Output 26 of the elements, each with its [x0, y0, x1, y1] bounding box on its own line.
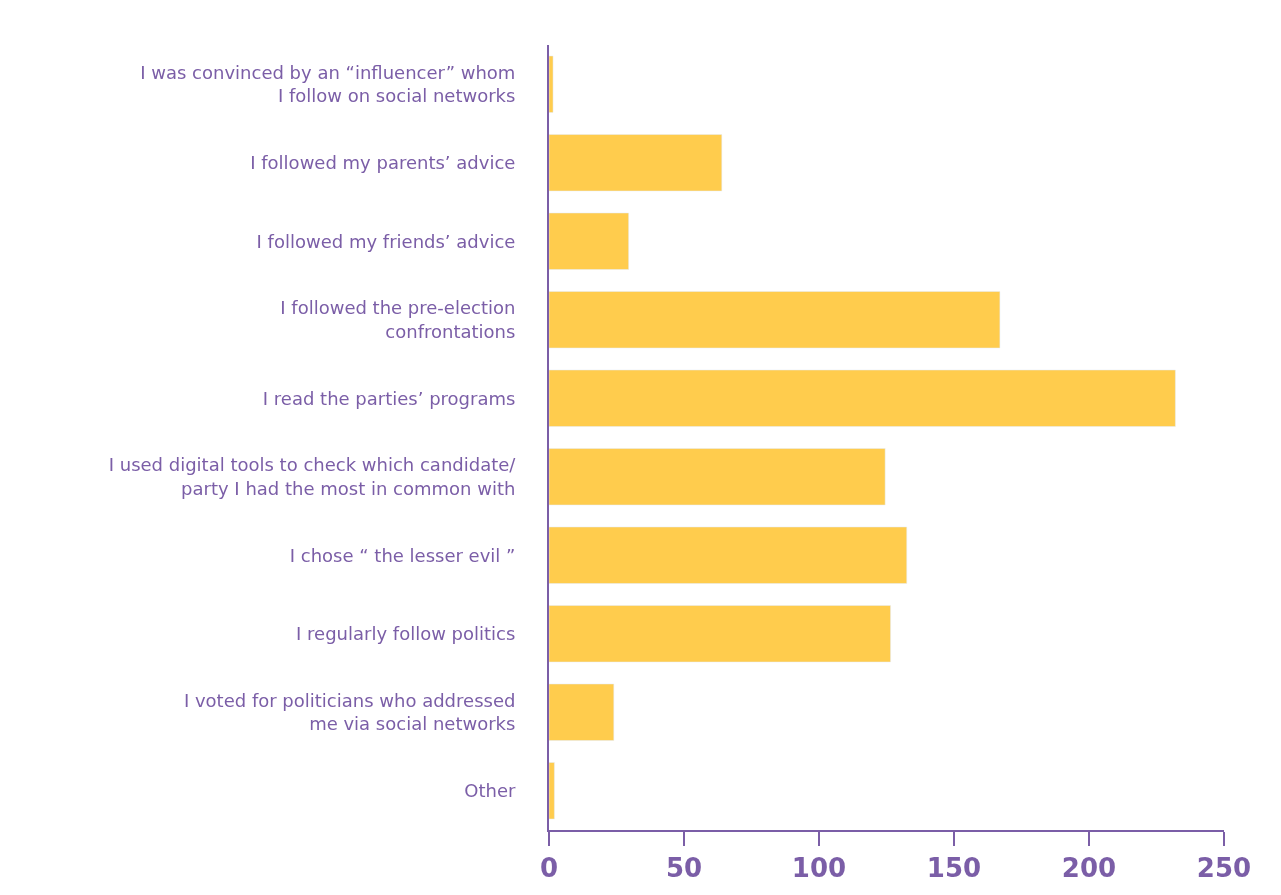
y-tick-label: I followed my parents’ advice	[250, 152, 516, 174]
y-tick-label: I followed my friends’ advice	[256, 230, 516, 252]
y-tick-label: I was convinced by an “influencer” whom I follow on social networks	[140, 61, 516, 107]
x-tick-label: 150	[926, 853, 982, 884]
bar	[549, 448, 886, 506]
bar	[549, 683, 615, 741]
y-tick-label: I read the parties’ programs	[262, 387, 516, 409]
bar	[549, 526, 907, 584]
x-tick-label: 100	[791, 853, 847, 884]
x-tick-label: 50	[665, 853, 703, 884]
bar	[549, 369, 1176, 427]
bar	[549, 762, 555, 820]
bar	[549, 212, 629, 270]
y-tick-label: I used digital tools to check which candidate/ party I had the most in common with	[108, 454, 517, 499]
bar	[549, 605, 891, 663]
bar	[549, 134, 723, 192]
bar	[549, 55, 554, 113]
x-tick-label: 250	[1196, 853, 1252, 884]
x-tick-label: 200	[1061, 853, 1117, 884]
y-tick-label: I chose “ the lesser evil ”	[289, 544, 516, 566]
bar	[549, 291, 1001, 349]
y-tick-label: Other	[464, 780, 516, 802]
y-tick-label: I voted for politicians who addressed me via social networks	[183, 689, 516, 735]
x-tick-label: 0	[539, 853, 559, 884]
y-tick-label: I followed the pre-election confrontations	[280, 297, 516, 342]
y-tick-label: I regularly follow politics	[296, 623, 516, 645]
